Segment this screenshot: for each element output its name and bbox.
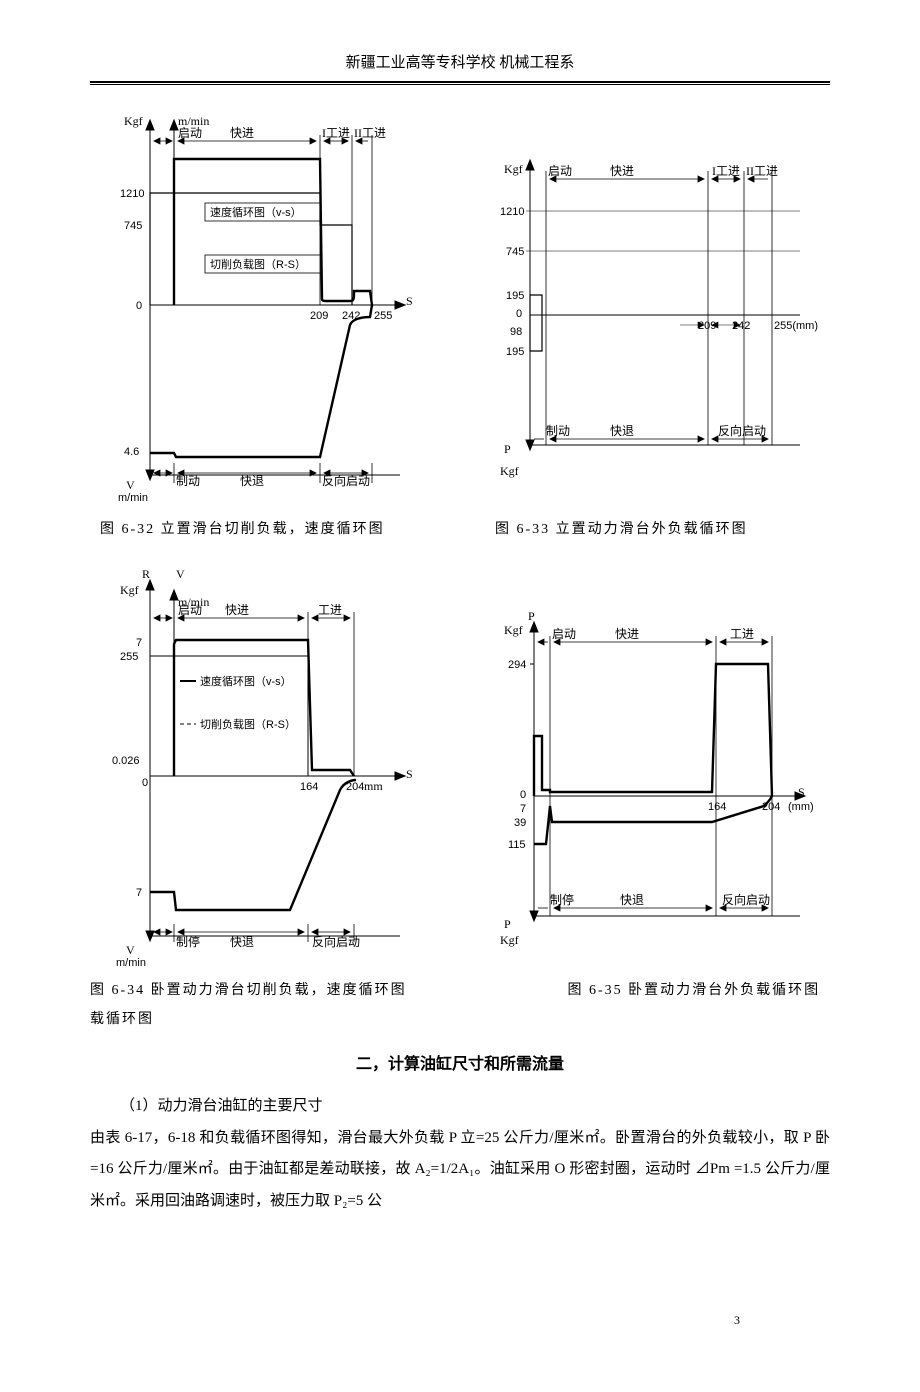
- caption-6-32: 图 6-32 立置滑台切削负载，速度循环图: [90, 517, 435, 542]
- phase-label: 工进: [318, 603, 342, 617]
- phase-label: 反向启动: [718, 423, 766, 438]
- tick: 255: [120, 651, 138, 663]
- tick: 164: [708, 801, 726, 813]
- axis-label: m/min: [118, 492, 148, 504]
- phase-label: 快退: [610, 424, 634, 438]
- tick: 1210: [120, 188, 144, 200]
- phase-label: 启动: [548, 164, 572, 178]
- phase-label: I工进: [322, 126, 350, 140]
- tick: 4.6: [124, 446, 139, 458]
- legend: 速度循环图（v-s）: [200, 674, 292, 688]
- tick: 745: [124, 220, 142, 232]
- tick: 0: [516, 308, 522, 320]
- tick: 98: [510, 326, 522, 338]
- axis-label: P: [504, 442, 511, 456]
- tick: 0: [136, 300, 142, 312]
- tick: 7: [136, 637, 142, 649]
- charts-row-2: R V Kgf m/min 启动: [90, 566, 830, 966]
- section-2-body: 由表 6-17，6-18 和负载循环图得知，滑台最大外负载 P 立=25 公斤力…: [90, 1123, 830, 1218]
- page-number: 3: [734, 1310, 740, 1332]
- phase-label: 快进: [615, 627, 639, 641]
- phase-label: 工进: [730, 627, 754, 641]
- tick: 745: [506, 246, 524, 258]
- caption-6-35: 图 6-35 卧置动力滑台外负载循环图: [568, 978, 831, 1003]
- captions-row-1: 图 6-32 立置滑台切削负载，速度循环图 图 6-33 立置动力滑台外负载循环…: [90, 511, 830, 560]
- axis-label: S: [798, 785, 805, 799]
- tick: 1210: [500, 206, 524, 218]
- phase-label: 快退: [230, 935, 254, 949]
- phase-label: 制动: [176, 474, 200, 488]
- tick: 0: [520, 789, 526, 801]
- caption-6-35-suffix: 载循环图: [90, 1007, 830, 1032]
- axis-label: P: [504, 917, 511, 931]
- phase-label: 快进: [225, 603, 249, 617]
- tick: 209: [310, 310, 328, 322]
- tick: 242: [342, 310, 360, 322]
- phase-label: 制动: [546, 424, 570, 438]
- tick: 195: [506, 346, 524, 358]
- axis-label: Kgf: [124, 114, 143, 128]
- axis-label: R: [142, 567, 150, 581]
- phase-label: II工进: [746, 164, 778, 178]
- tick: 294: [508, 659, 526, 671]
- tick: 115: [508, 839, 526, 851]
- phase-label: 启动: [178, 603, 202, 617]
- axis-label: V: [176, 567, 185, 581]
- axis-label: m/min: [116, 957, 146, 966]
- axis-label: S: [406, 294, 413, 308]
- tick: 204: [762, 801, 780, 813]
- caption-6-34: 图 6-34 卧置动力滑台切削负载，速度循环图: [90, 978, 528, 1003]
- header-rule: [90, 81, 830, 85]
- chart-6-35: P Kgf 启动 快进: [480, 566, 830, 966]
- chart-6-32: Kgf m/min 启动 快进 I工进 II工进 1210 745 0 209 …: [90, 105, 440, 505]
- legend: 速度循环图（v-s）: [210, 205, 302, 219]
- phase-label: 反向启动: [312, 934, 360, 949]
- section-2-line1: （1）动力滑台油缸的主要尺寸: [90, 1091, 830, 1123]
- caption-6-33: 图 6-33 立置动力滑台外负载循环图: [475, 517, 830, 542]
- phase-label: 制停: [550, 892, 574, 907]
- phase-label: 快退: [240, 474, 264, 488]
- tick: 0: [142, 777, 148, 789]
- tick: 255: [374, 310, 392, 322]
- tick: 195: [506, 290, 524, 302]
- page-header: 新疆工业高等专科学校 机械工程系: [90, 50, 830, 81]
- axis-label: V: [126, 943, 135, 957]
- phase-label: 快进: [230, 126, 254, 140]
- tick: 164: [300, 781, 318, 793]
- axis-label: V: [126, 478, 135, 492]
- phase-label: 启动: [552, 627, 576, 641]
- tick: 0.026: [112, 755, 140, 767]
- tick: 7: [520, 803, 526, 815]
- phase-label: 快退: [620, 893, 644, 907]
- phase-label: 反向启动: [322, 473, 370, 488]
- tick: 7: [136, 887, 142, 899]
- legend: 切削负载图（R-S）: [210, 257, 306, 271]
- chart-6-33: Kgf 启动 快进 I工进 II工进 1210 745 195 0 98 195…: [480, 105, 830, 485]
- charts-row-1: Kgf m/min 启动 快进 I工进 II工进 1210 745 0 209 …: [90, 105, 830, 505]
- axis-label: (mm): [788, 801, 814, 813]
- chart-6-34: R V Kgf m/min 启动: [90, 566, 440, 966]
- tick: 39: [514, 817, 526, 829]
- legend: 切削负载图（R-S）: [200, 717, 296, 731]
- section-2-title: 二，计算油缸尺寸和所需流量: [90, 1051, 830, 1080]
- axis-label: Kgf: [504, 623, 523, 637]
- phase-label: I工进: [712, 164, 740, 178]
- phase-label: II工进: [354, 126, 386, 140]
- axis-label: mm: [364, 779, 383, 793]
- tick: 255(mm): [774, 320, 818, 332]
- phase-label: 反向启动: [722, 892, 770, 907]
- phase-label: 制停: [176, 934, 200, 949]
- axis-label: Kgf: [120, 583, 139, 597]
- phase-label: 快进: [610, 164, 634, 178]
- phase-label: 启动: [178, 126, 202, 140]
- axis-label: Kgf: [500, 464, 519, 478]
- axis-label: S: [406, 767, 413, 781]
- axis-label: Kgf: [504, 162, 523, 176]
- axis-label: Kgf: [500, 933, 519, 947]
